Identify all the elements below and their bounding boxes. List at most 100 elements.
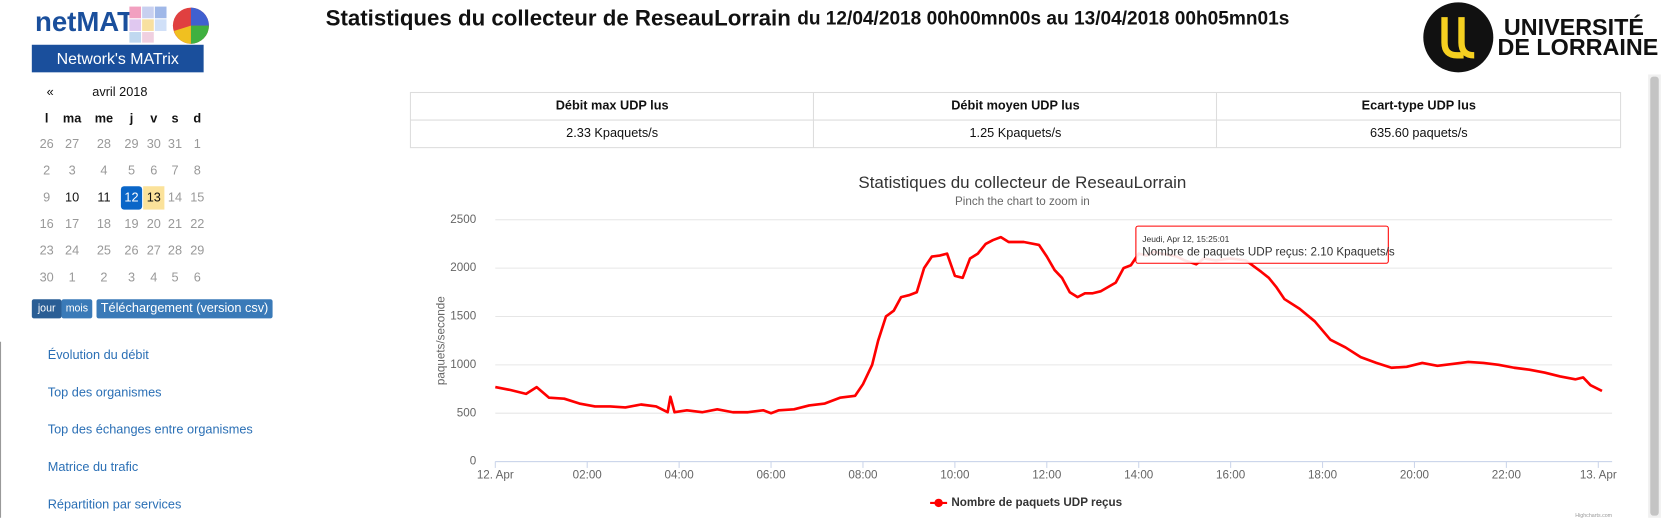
calendar-day: 28	[168, 243, 182, 258]
calendar-day: 6	[194, 269, 201, 284]
chart-title: Statistiques du collecteur de ReseauLorr…	[858, 173, 1186, 192]
weekday: me	[95, 110, 113, 125]
calendar-day: 7	[171, 163, 178, 178]
calendar-day[interactable]: 12	[124, 189, 138, 204]
calendar-prev[interactable]: «	[47, 84, 54, 99]
calendar-day[interactable]: 13	[147, 189, 161, 204]
data-line	[495, 235, 1603, 415]
button[interactable]	[31, 299, 62, 319]
weekday: d	[193, 110, 201, 125]
calendar-day: 4	[150, 269, 157, 284]
weekday: s	[171, 110, 178, 125]
x-tick-label: 14:00	[1124, 468, 1154, 481]
calendar-day: 2	[100, 269, 107, 284]
y-axis-label: paquets/seconde	[434, 296, 447, 385]
calendar-day: 9	[43, 189, 50, 204]
calendar-day: 21	[168, 216, 182, 231]
calendar-day[interactable]: 10	[65, 189, 79, 204]
calendar-day: 3	[69, 163, 76, 178]
y-tick-label: 2500	[450, 213, 476, 226]
calendar-day: 4	[100, 163, 107, 178]
table-header: Débit max UDP lus	[556, 98, 669, 113]
calendar-day[interactable]: 11	[97, 189, 110, 204]
credits[interactable]: Highcharts.com	[1575, 513, 1612, 518]
x-tick-label: 04:00	[665, 468, 695, 481]
menu: Évolution du débit Top des organismes Top …	[48, 347, 253, 512]
legend-marker	[934, 498, 943, 508]
button-label[interactable]: Téléchargement (version csv)	[101, 300, 269, 315]
scrollbar-thumb[interactable]	[1650, 76, 1659, 516]
logo-subtitle: Network's MATrix	[57, 51, 179, 68]
calendar-day: 31	[168, 136, 182, 151]
x-tick-label: 08:00	[848, 468, 878, 481]
calendar-day: 2	[43, 163, 50, 178]
table-cell: 1.25 Kpaquets/s	[969, 125, 1061, 140]
table-header: Ecart-type UDP lus	[1362, 98, 1476, 113]
calendar-day: 26	[124, 243, 138, 258]
calendar-day: 23	[40, 243, 54, 258]
x-tick-label: 12. Apr	[477, 468, 514, 481]
calendar-day: 18	[97, 216, 111, 231]
button-label[interactable]: mois	[66, 303, 88, 315]
calendar-day: 16	[40, 216, 54, 231]
tooltip-text: Nombre de paquets UDP reçus: 2.10 Kpaque…	[1142, 246, 1395, 259]
logo-banner	[31, 44, 204, 73]
calendar-day: 5	[128, 163, 135, 178]
y-tick-label: 1500	[450, 310, 476, 323]
x-tick-label: 12:00	[1032, 468, 1062, 481]
day-selected	[120, 186, 143, 210]
table-cell: 2.33 Kpaquets/s	[566, 125, 658, 140]
y-tick-label: 1000	[450, 358, 476, 371]
calendar-day: 30	[147, 136, 161, 151]
calendar-day: 19	[124, 216, 138, 231]
calendar-day: 29	[124, 136, 138, 151]
calendar: l ma me j v s d26 27 28 29 30 31 12 3 4 5 6 7 89 10 11 12 13 14…	[31, 110, 273, 319]
calendar-month: avril 2018	[92, 84, 147, 99]
button[interactable]	[61, 299, 93, 319]
page-title: Statistiques du collecteur de ReseauLorr…	[326, 5, 1290, 30]
calendar-day: 25	[97, 243, 111, 258]
weekday: l	[45, 110, 49, 125]
calendar-day: 8	[194, 163, 201, 178]
calendar-day: 20	[147, 216, 161, 231]
legend-label[interactable]: Nombre de paquets UDP reçus	[951, 496, 1122, 509]
tooltip-box	[1135, 225, 1389, 264]
university-name: DE LORRAINE	[1498, 34, 1659, 60]
calendar-day: 15	[190, 189, 204, 204]
weekday: j	[129, 110, 134, 125]
calendar-day: 22	[190, 216, 204, 231]
x-tick-label: 20:00	[1400, 468, 1430, 481]
chart-subtitle: Pinch the chart to zoom in	[955, 195, 1090, 208]
x-tick-label: 06:00	[756, 468, 786, 481]
y-tick-label: 500	[457, 406, 477, 419]
button[interactable]	[96, 299, 273, 319]
weekday: v	[150, 110, 158, 125]
menu-item[interactable]: Matrice du trafic	[48, 459, 139, 474]
table-cell: 635.60 paquets/s	[1370, 125, 1468, 140]
calendar-day: 3	[128, 269, 135, 284]
table-header: Débit moyen UDP lus	[951, 98, 1079, 113]
menu-item[interactable]: Top des échanges entre organismes	[48, 422, 253, 437]
weekday: ma	[63, 110, 82, 125]
y-tick-label: 2000	[450, 261, 476, 274]
button-label[interactable]: jour	[37, 303, 56, 315]
x-tick-label: 13. Apr	[1580, 468, 1617, 481]
calendar-day: 28	[97, 136, 111, 151]
calendar-day: 30	[40, 269, 54, 284]
university-logo	[1423, 2, 1494, 73]
day-highlight	[143, 186, 165, 210]
calendar-day: 5	[171, 269, 178, 284]
x-tick-label: 18:00	[1308, 468, 1338, 481]
calendar-day: 17	[65, 216, 79, 231]
calendar-day: 24	[65, 243, 79, 258]
x-tick-label: 22:00	[1492, 468, 1522, 481]
menu-item[interactable]: Top des organismes	[48, 384, 162, 399]
title-period: du 12/04/2018 00h00mn00s au 13/04/2018 0…	[797, 8, 1289, 29]
tooltip-date: Jeudi, Apr 12, 15:25:01	[1142, 234, 1229, 244]
menu-item[interactable]: Répartition par services	[48, 497, 182, 512]
calendar-day: 6	[150, 163, 157, 178]
y-tick-label: 0	[470, 455, 477, 468]
menu-item[interactable]: Évolution du débit	[48, 347, 150, 362]
calendar-day: 27	[65, 136, 79, 151]
